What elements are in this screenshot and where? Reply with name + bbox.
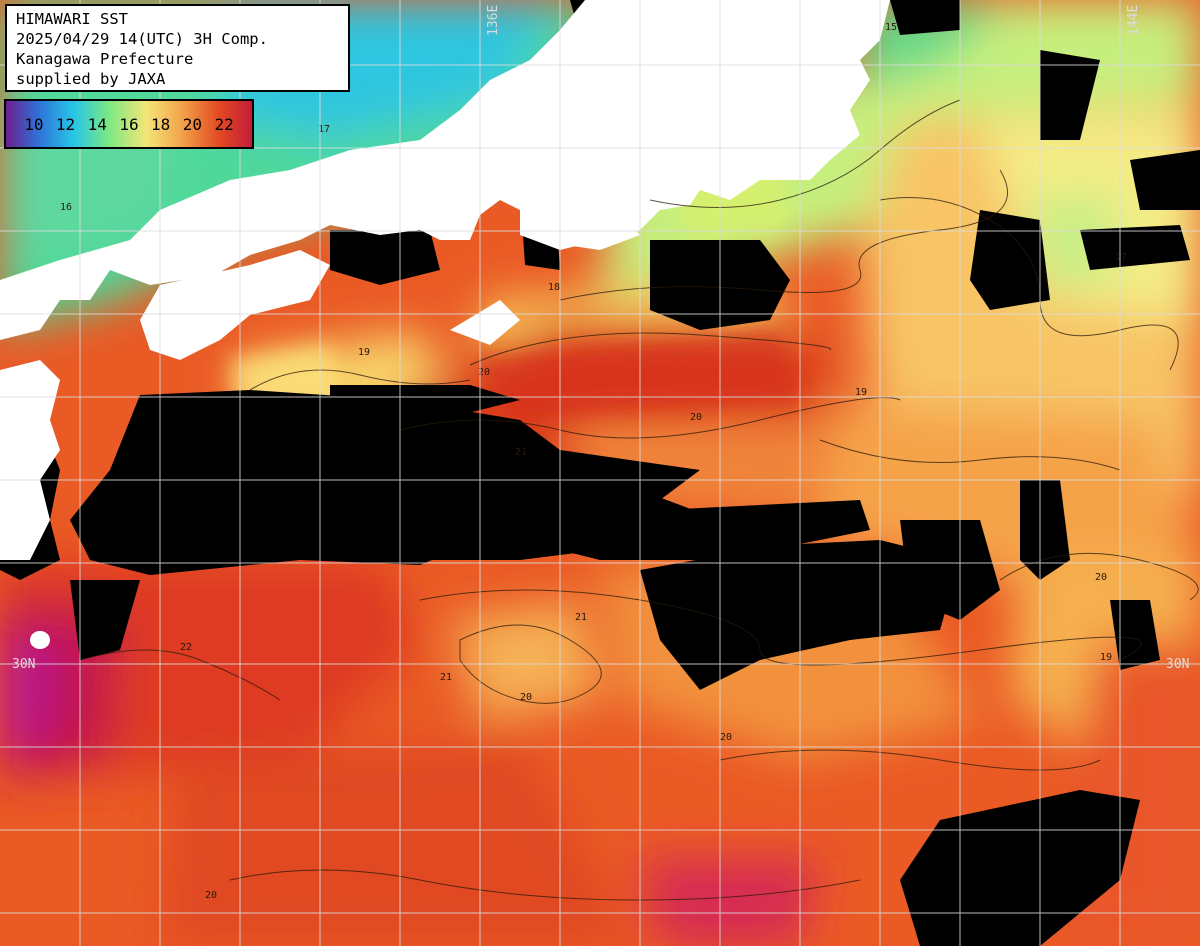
lat-label-right: 30N xyxy=(1166,657,1189,672)
legend-label: 12 xyxy=(55,114,76,134)
contour-label: 17 xyxy=(318,124,330,135)
contour-label: 22 xyxy=(180,642,192,653)
contour-label: 20 xyxy=(478,367,490,378)
contour-label: 20 xyxy=(205,890,217,901)
contour-label: 16 xyxy=(60,202,72,213)
contour-label: 18 xyxy=(548,282,560,293)
contour-label: 19 xyxy=(358,347,370,358)
legend-label: 10 xyxy=(24,114,44,134)
contour-label: 20 xyxy=(520,692,532,703)
map-datetime: 2025/04/29 14(UTC) 3H Comp. xyxy=(16,30,268,48)
temperature-legend: 10 12 14 16 18 20 22 xyxy=(4,99,254,149)
contour-label: 20 xyxy=(720,732,732,743)
contour-label: 20 xyxy=(690,412,702,423)
map-credit: supplied by JAXA xyxy=(16,70,166,88)
contour-label: 19 xyxy=(1100,652,1112,663)
contour-labels: 17 15 18 19 20 21 20 19 17 20 19 21 20 2… xyxy=(60,22,1127,901)
legend-label: 14 xyxy=(87,114,107,134)
map-info-box: HIMAWARI SST 2025/04/29 14(UTC) 3H Comp.… xyxy=(5,4,350,92)
lat-label-left: 30N xyxy=(12,657,35,672)
lon-label-144e: 144E xyxy=(1126,5,1141,36)
lon-label-136e: 136E xyxy=(486,5,501,36)
map-prefecture: Kanagawa Prefecture xyxy=(16,50,194,68)
contour-label: 15 xyxy=(885,22,897,33)
map-title: HIMAWARI SST xyxy=(16,10,128,28)
legend-label: 20 xyxy=(182,114,202,134)
legend-label: 18 xyxy=(151,114,171,134)
contour-label: 17 xyxy=(1115,252,1127,263)
contour-label: 21 xyxy=(440,672,452,683)
contour-label: 19 xyxy=(855,387,867,398)
legend-label: 16 xyxy=(119,114,139,134)
contour-label: 21 xyxy=(575,612,587,623)
legend-label: 22 xyxy=(214,114,234,134)
land-mass xyxy=(0,0,890,649)
legend-gradient xyxy=(4,99,254,149)
contour-label: 21 xyxy=(515,447,527,458)
contour-label: 20 xyxy=(1095,572,1107,583)
